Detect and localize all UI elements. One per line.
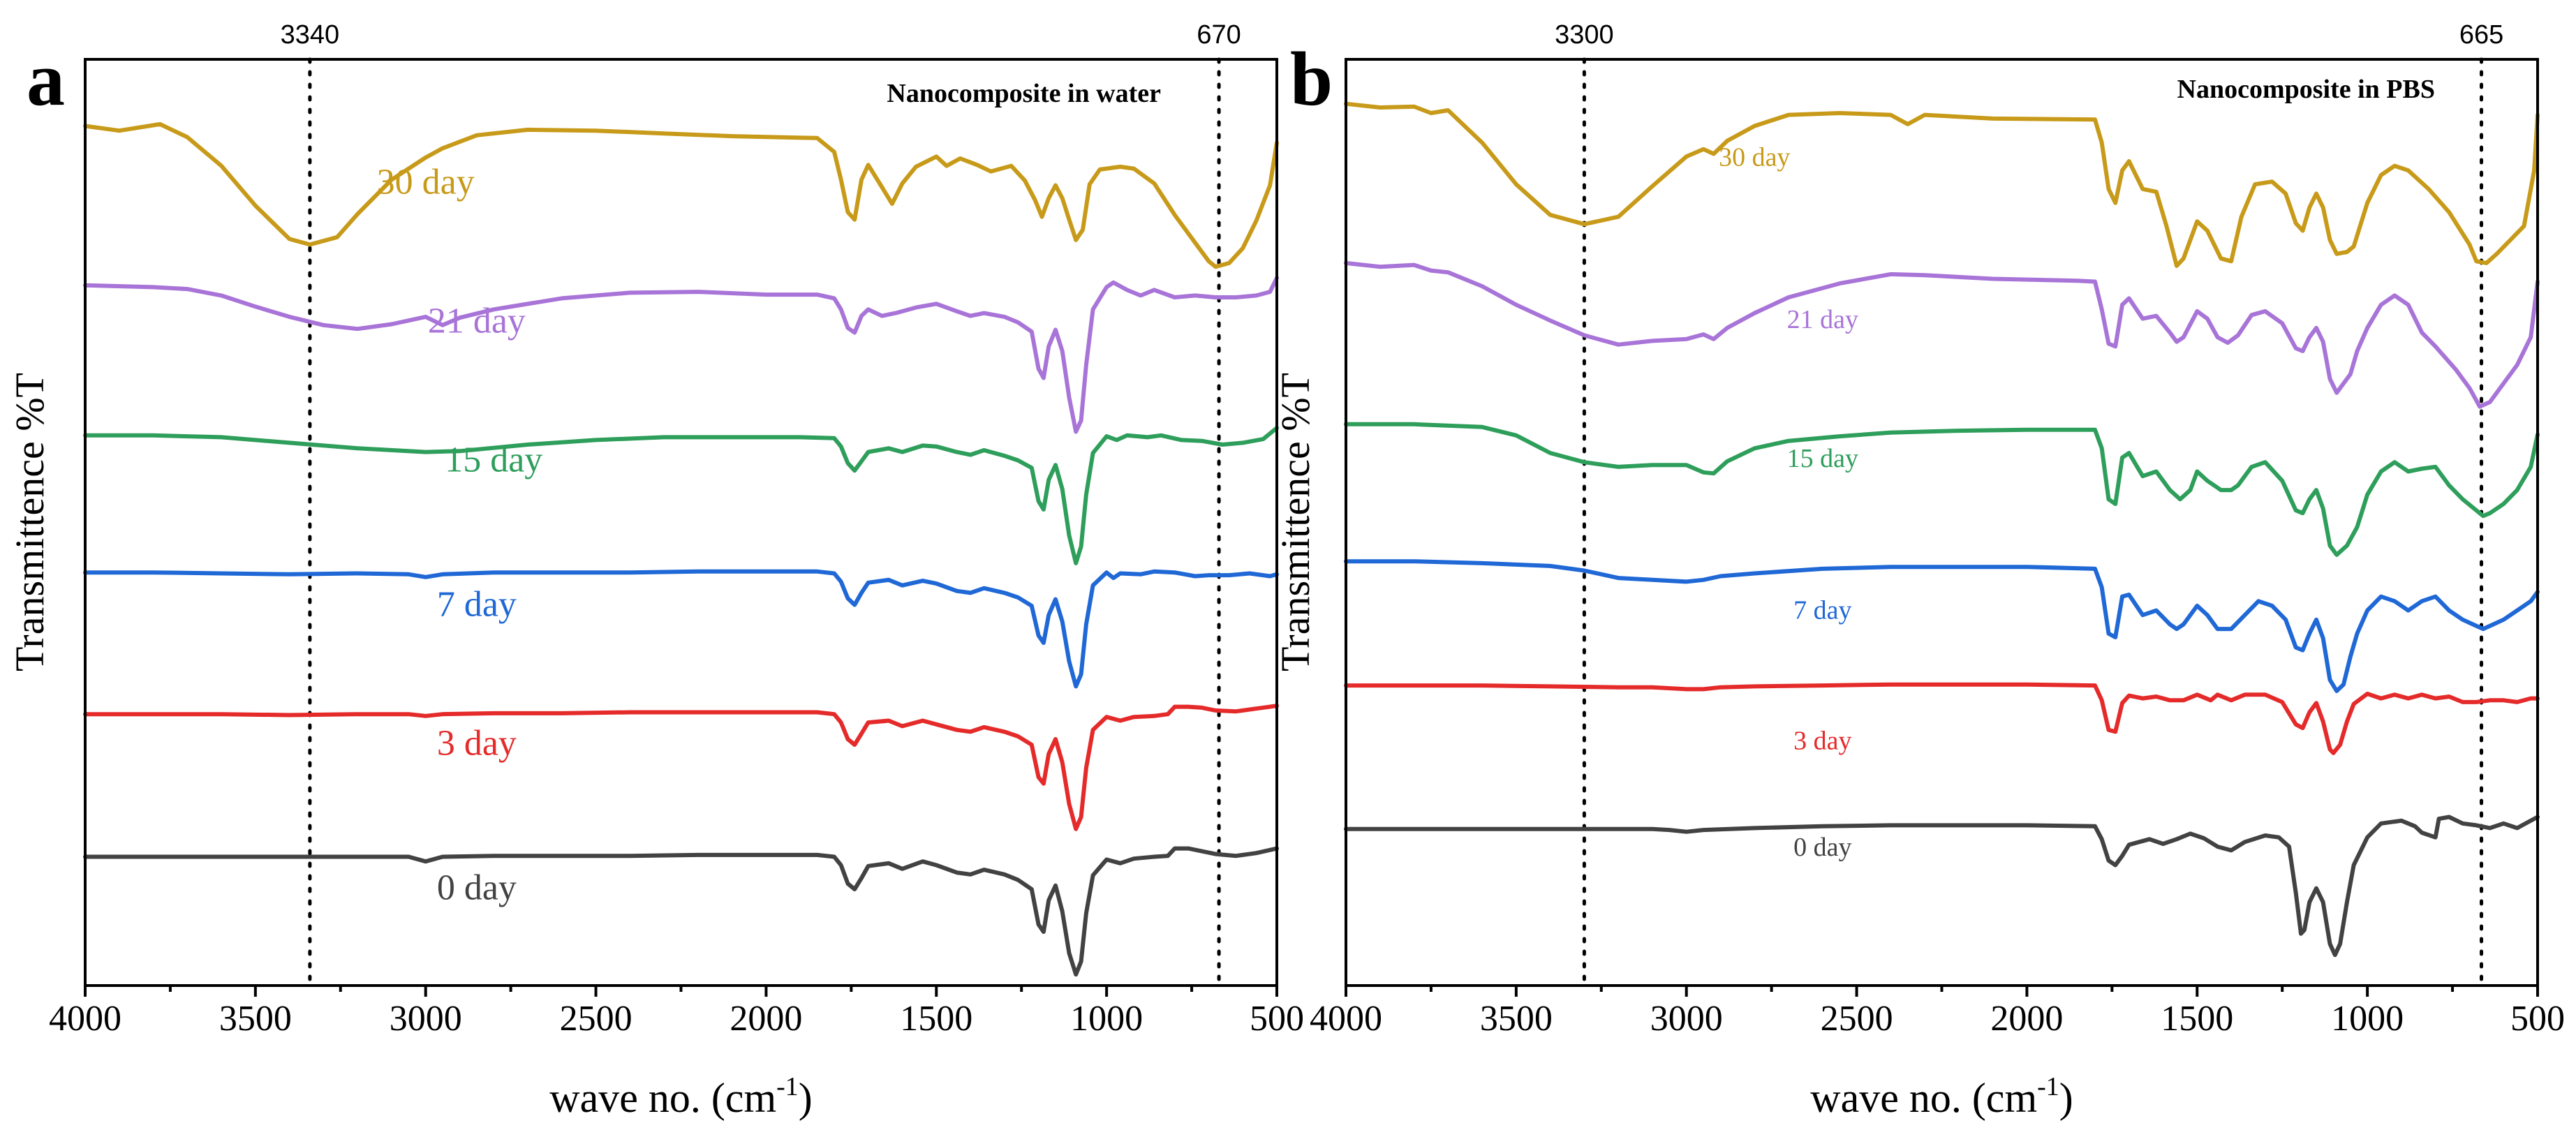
x-axis-label-main: wave no. (cm xyxy=(1810,1075,2037,1121)
series-label: 30 day xyxy=(377,162,475,202)
x-tick-label: 1000 xyxy=(1070,999,1143,1039)
reference-line-label: 3340 xyxy=(281,20,340,50)
series-line-3-day xyxy=(1344,682,2540,755)
series-label: 21 day xyxy=(428,301,526,341)
reference-line-label: 3300 xyxy=(1555,20,1614,50)
panel-letter: a xyxy=(27,36,65,121)
chart-title: Nanocomposite in PBS xyxy=(2177,75,2435,104)
x-axis-label-end: ) xyxy=(799,1075,813,1121)
x-tick-label: 1500 xyxy=(900,999,972,1039)
reference-line-label: 665 xyxy=(2459,20,2503,50)
series-line-15-day xyxy=(1344,422,2540,557)
series-label: 0 day xyxy=(1793,833,1851,862)
x-tick-label: 4000 xyxy=(49,999,121,1039)
series-label: 3 day xyxy=(437,724,517,764)
x-axis-label-superscript: -1 xyxy=(776,1072,799,1101)
x-axis-label-end: ) xyxy=(2059,1075,2073,1121)
series-label: 21 day xyxy=(1787,305,1858,334)
x-axis-label: wave no. (cm-1) xyxy=(1810,1072,2073,1121)
panel-letter: b xyxy=(1290,36,1333,121)
x-tick-label: 2000 xyxy=(1990,999,2063,1039)
series-label: 0 day xyxy=(437,868,517,908)
series-line-3-day xyxy=(83,704,1279,831)
x-axis-label-main: wave no. (cm xyxy=(549,1075,776,1121)
x-tick-label: 4000 xyxy=(1310,999,1382,1039)
x-tick-label: 2500 xyxy=(1821,999,1893,1039)
x-tick-label: 3500 xyxy=(219,999,292,1039)
series-line-0-day xyxy=(83,846,1279,977)
series-line-15-day xyxy=(83,426,1279,565)
x-tick-label: 3500 xyxy=(1480,999,1553,1039)
y-axis-label: Transmittence %T xyxy=(1273,373,1318,671)
x-axis-label: wave no. (cm-1) xyxy=(549,1072,813,1121)
series-label: 3 day xyxy=(1793,727,1851,756)
x-tick-label: 1500 xyxy=(2161,999,2233,1039)
series-label: 15 day xyxy=(445,440,542,480)
series-line-0-day xyxy=(1344,815,2540,958)
series-line-30-day xyxy=(83,121,1279,269)
x-tick-label: 500 xyxy=(1250,999,1304,1039)
series-line-30-day xyxy=(1344,101,2540,268)
panel-b: 3300 665 30 day 21 day 15 day 7 day 3 day 0 day… xyxy=(1273,20,2565,1121)
x-tick-label: 500 xyxy=(2510,999,2565,1039)
plot-frame xyxy=(84,58,1278,987)
series-label: 7 day xyxy=(1793,596,1851,625)
series-label: 7 day xyxy=(437,585,517,625)
series-line-21-day xyxy=(83,276,1279,434)
x-tick-label: 1000 xyxy=(2331,999,2404,1039)
reference-line-label: 670 xyxy=(1197,20,1241,50)
x-tick-label: 3000 xyxy=(390,999,462,1039)
series-line-7-day xyxy=(83,569,1279,689)
y-axis-label: Transmittence %T xyxy=(7,373,52,671)
panel-a: 3340 670 30 day 21 day 15 day 7 day 3 day 0 day… xyxy=(7,20,1304,1121)
series-label: 15 day xyxy=(1787,444,1858,473)
series-label: 30 day xyxy=(1719,143,1790,172)
series-line-7-day xyxy=(1344,559,2540,693)
x-tick-label: 2000 xyxy=(730,999,802,1039)
x-tick-label: 3000 xyxy=(1650,999,1723,1039)
chart-title: Nanocomposite in water xyxy=(887,79,1161,108)
series-line-21-day xyxy=(1344,260,2540,409)
x-tick-label: 2500 xyxy=(560,999,632,1039)
x-axis-label-superscript: -1 xyxy=(2037,1072,2059,1101)
